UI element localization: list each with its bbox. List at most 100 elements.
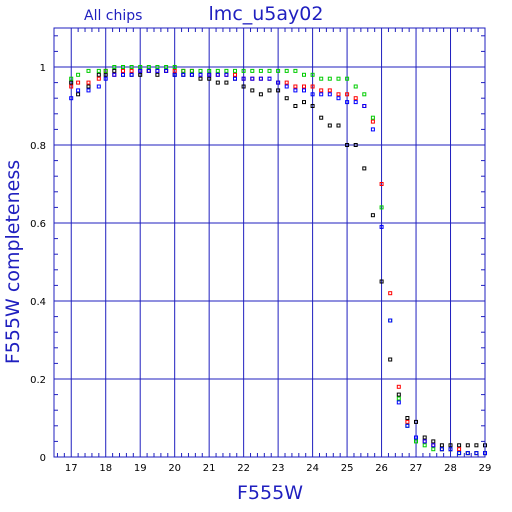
data-point-series-4 xyxy=(405,423,410,428)
data-point-series-4 xyxy=(319,92,324,97)
data-point-series-3 xyxy=(69,76,74,81)
x-tick-label: 24 xyxy=(306,463,319,474)
data-point-series-3 xyxy=(241,68,246,73)
data-point-series-4 xyxy=(146,68,151,73)
data-point-series-4 xyxy=(276,80,281,85)
data-point-series-1 xyxy=(457,443,462,448)
data-point-series-2 xyxy=(457,447,462,452)
x-tick-label: 18 xyxy=(99,463,112,474)
data-point-series-4 xyxy=(258,76,263,81)
data-point-series-2 xyxy=(353,96,358,101)
data-point-series-3 xyxy=(327,76,332,81)
data-point-series-3 xyxy=(121,65,125,69)
data-point-series-3 xyxy=(310,72,315,77)
data-point-series-1 xyxy=(388,357,393,362)
data-point-series-4 xyxy=(121,72,125,77)
y-tick-label: 1 xyxy=(40,63,46,74)
data-point-series-4 xyxy=(457,451,462,456)
data-point-series-4 xyxy=(422,439,427,444)
y-axis-label: F555W completeness xyxy=(2,160,24,364)
data-point-series-3 xyxy=(396,396,401,401)
data-point-series-4 xyxy=(112,72,117,77)
data-point-series-3 xyxy=(284,68,289,73)
data-point-series-2 xyxy=(96,76,101,81)
data-point-series-1 xyxy=(414,419,418,424)
data-point-series-1 xyxy=(319,115,324,120)
data-point-series-4 xyxy=(138,68,143,73)
data-point-series-3 xyxy=(172,65,177,69)
data-point-series-3 xyxy=(267,68,272,73)
data-point-series-3 xyxy=(345,76,350,81)
data-point-series-3 xyxy=(155,65,160,69)
data-point-series-4 xyxy=(86,88,91,93)
data-point-series-4 xyxy=(310,92,315,97)
data-point-series-4 xyxy=(96,84,101,89)
data-point-series-2 xyxy=(172,68,177,73)
data-point-series-2 xyxy=(233,72,237,77)
data-point-series-1 xyxy=(138,72,143,77)
data-point-series-2 xyxy=(388,291,393,296)
data-point-series-4 xyxy=(474,451,479,456)
y-tick-label: 0.2 xyxy=(30,375,46,386)
y-tick-label: 0.6 xyxy=(30,219,46,230)
data-point-series-2 xyxy=(284,80,289,85)
data-point-series-1 xyxy=(103,72,108,77)
data-point-series-1 xyxy=(250,88,255,93)
x-tick-label: 20 xyxy=(168,463,181,474)
data-point-series-3 xyxy=(319,76,324,81)
data-point-series-3 xyxy=(96,68,101,73)
data-point-series-4 xyxy=(155,68,160,73)
x-tick-label: 23 xyxy=(272,463,285,474)
data-point-series-2 xyxy=(379,182,384,186)
data-point-series-1 xyxy=(76,92,81,97)
data-point-series-1 xyxy=(439,443,444,448)
data-point-series-3 xyxy=(181,68,186,73)
x-tick-label: 17 xyxy=(65,463,78,474)
data-point-series-3 xyxy=(112,65,117,69)
data-point-series-1 xyxy=(198,76,203,81)
data-point-series-4 xyxy=(370,127,375,132)
data-point-series-4 xyxy=(198,72,203,77)
data-point-series-3 xyxy=(414,439,418,444)
data-point-series-1 xyxy=(155,72,160,77)
chart-subtitle: All chips xyxy=(84,8,142,24)
data-point-series-2 xyxy=(405,419,410,424)
data-point-series-3 xyxy=(362,92,367,97)
data-point-series-4 xyxy=(379,224,384,229)
data-point-series-4 xyxy=(293,88,298,93)
data-point-series-4 xyxy=(336,96,341,101)
data-point-series-1 xyxy=(345,143,350,147)
data-point-series-4 xyxy=(189,72,194,77)
data-point-series-1 xyxy=(207,76,212,81)
y-tick-label: 0.4 xyxy=(30,297,46,308)
data-point-series-1 xyxy=(276,88,281,93)
data-point-series-3 xyxy=(293,68,298,73)
x-tick-label: 26 xyxy=(375,463,388,474)
data-point-series-4 xyxy=(327,92,332,97)
y-tick-labels: 0 0.2 0.4 0.6 0.8 1 xyxy=(30,63,46,464)
data-point-series-2 xyxy=(293,84,298,89)
data-point-series-1 xyxy=(379,279,384,284)
y-tick-label: 0.8 xyxy=(30,141,46,152)
data-point-series-1 xyxy=(465,443,470,448)
data-points xyxy=(69,65,487,456)
data-point-series-4 xyxy=(224,72,229,77)
data-point-series-3 xyxy=(336,76,341,81)
data-point-series-1 xyxy=(422,435,427,440)
data-point-series-4 xyxy=(345,100,350,105)
data-point-series-2 xyxy=(129,68,134,73)
data-point-series-3 xyxy=(233,68,237,73)
x-tick-label: 21 xyxy=(203,463,216,474)
data-point-series-3 xyxy=(379,205,384,210)
data-point-series-4 xyxy=(103,76,108,81)
data-point-series-4 xyxy=(215,72,220,77)
data-point-series-4 xyxy=(448,447,453,452)
data-point-series-1 xyxy=(353,143,358,147)
data-point-series-3 xyxy=(146,65,151,69)
data-point-series-1 xyxy=(327,123,332,128)
data-point-series-2 xyxy=(396,384,401,389)
data-point-series-4 xyxy=(207,72,212,77)
data-point-series-4 xyxy=(250,76,255,81)
data-point-series-2 xyxy=(69,84,74,89)
data-point-series-1 xyxy=(405,416,410,420)
